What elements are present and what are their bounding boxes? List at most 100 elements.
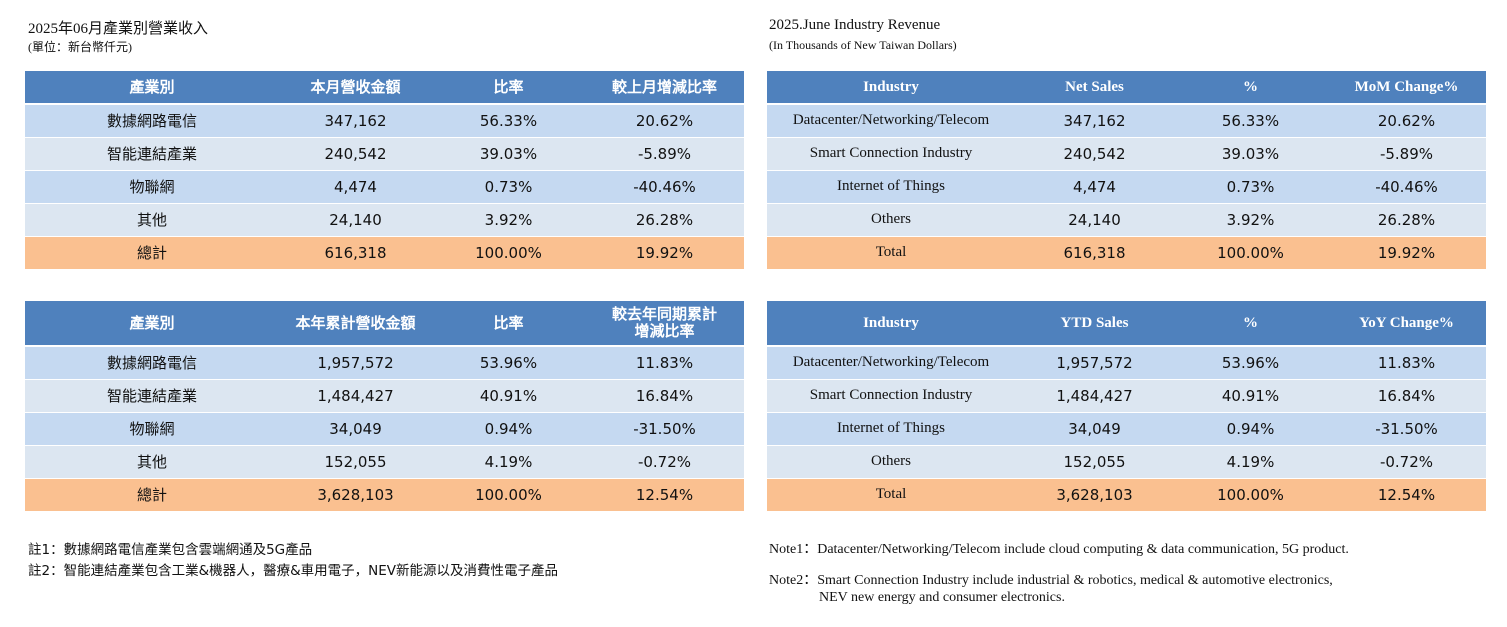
zh-ytd-table: 產業別 本年累計營收金額 比率 較去年同期累計 增減比率 數據網路電信 1,957… [25, 301, 744, 512]
en-note-2-line-2: NEV new energy and consumer electronics. [819, 590, 1065, 605]
industry-cell: 總計 [25, 236, 279, 270]
zh-monthly-table: 產業別 本月營收金額 比率 較上月增減比率 數據網路電信 347,162 56.… [25, 71, 744, 270]
sales-cell: 3,628,103 [279, 478, 432, 512]
table-row: Others 152,055 4.19% -0.72% [767, 445, 1486, 479]
ratio-cell: 3.92% [1174, 203, 1327, 237]
sales-cell: 4,474 [279, 170, 432, 204]
table-row: 物聯網 34,049 0.94% -31.50% [25, 412, 744, 446]
sales-cell: 34,049 [1015, 412, 1174, 446]
sales-cell: 347,162 [1015, 104, 1174, 138]
sales-cell: 347,162 [279, 104, 432, 138]
sales-cell: 1,957,572 [279, 346, 432, 380]
en-note-2-line-1: Note2：Smart Connection Industry include … [769, 573, 1333, 588]
change-cell: 20.62% [1327, 104, 1486, 138]
table-row: Internet of Things 34,049 0.94% -31.50% [767, 412, 1486, 446]
sales-cell: 1,484,427 [1015, 379, 1174, 413]
sales-cell: 34,049 [279, 412, 432, 446]
zh-note-1: 註1：數據網路電信產業包含雲端網通及5G產品 [28, 542, 313, 558]
total-row: 總計 616,318 100.00% 19.92% [25, 236, 744, 270]
ratio-cell: 56.33% [1174, 104, 1327, 138]
column-header-line: 較去年同期累計 [611, 305, 717, 323]
table-row: 數據網路電信 1,957,572 53.96% 11.83% [25, 346, 744, 380]
zh-ytd-header-row: 產業別 本年累計營收金額 比率 較去年同期累計 增減比率 [25, 301, 744, 347]
industry-cell: 其他 [25, 203, 279, 237]
change-cell: -0.72% [585, 445, 744, 479]
ratio-cell: 0.94% [432, 412, 585, 446]
ratio-cell: 4.19% [432, 445, 585, 479]
change-cell: 12.54% [585, 478, 744, 512]
table-row: 智能連結產業 1,484,427 40.91% 16.84% [25, 379, 744, 413]
sales-cell: 240,542 [1015, 137, 1174, 171]
table-row: Datacenter/Networking/Telecom 347,162 56… [767, 104, 1486, 138]
change-cell: -5.89% [1327, 137, 1486, 171]
table-row: 其他 24,140 3.92% 26.28% [25, 203, 744, 237]
ratio-cell: 100.00% [432, 478, 585, 512]
ratio-cell: 53.96% [432, 346, 585, 380]
ratio-cell: 39.03% [432, 137, 585, 171]
industry-cell: Smart Connection Industry [767, 137, 1015, 171]
ratio-cell: 39.03% [1174, 137, 1327, 171]
table-row: 其他 152,055 4.19% -0.72% [25, 445, 744, 479]
column-header: Net Sales [1015, 71, 1174, 105]
change-cell: -0.72% [1327, 445, 1486, 479]
industry-cell: Datacenter/Networking/Telecom [767, 346, 1015, 380]
change-cell: 11.83% [585, 346, 744, 380]
change-cell: 19.92% [585, 236, 744, 270]
industry-cell: Internet of Things [767, 412, 1015, 446]
column-header: 本年累計營收金額 [279, 301, 432, 347]
change-cell: 20.62% [585, 104, 744, 138]
en-ytd-table: Industry YTD Sales % YoY Change% Datacen… [767, 301, 1486, 512]
industry-cell: Total [767, 236, 1015, 270]
change-cell: 26.28% [1327, 203, 1486, 237]
industry-cell: Others [767, 203, 1015, 237]
column-header: 比率 [432, 301, 585, 347]
en-monthly-header-row: Industry Net Sales % MoM Change% [767, 71, 1486, 105]
column-header: MoM Change% [1327, 71, 1486, 105]
industry-cell: Total [767, 478, 1015, 512]
zh-monthly-header-row: 產業別 本月營收金額 比率 較上月增減比率 [25, 71, 744, 105]
change-cell: -31.50% [585, 412, 744, 446]
ratio-cell: 100.00% [1174, 478, 1327, 512]
total-row: 總計 3,628,103 100.00% 12.54% [25, 478, 744, 512]
ratio-cell: 3.92% [432, 203, 585, 237]
ratio-cell: 100.00% [432, 236, 585, 270]
industry-cell: 數據網路電信 [25, 104, 279, 138]
table-row: Internet of Things 4,474 0.73% -40.46% [767, 170, 1486, 204]
zh-unit-label: (單位：新台幣仟元) [28, 40, 132, 54]
en-note-1: Note1：Datacenter/Networking/Telecom incl… [769, 542, 1349, 557]
sales-cell: 1,484,427 [279, 379, 432, 413]
table-row: Smart Connection Industry 1,484,427 40.9… [767, 379, 1486, 413]
sales-cell: 152,055 [1015, 445, 1174, 479]
industry-cell: Smart Connection Industry [767, 379, 1015, 413]
ratio-cell: 53.96% [1174, 346, 1327, 380]
industry-cell: 物聯網 [25, 412, 279, 446]
industry-cell: Others [767, 445, 1015, 479]
industry-cell: 智能連結產業 [25, 379, 279, 413]
industry-cell: Datacenter/Networking/Telecom [767, 104, 1015, 138]
change-cell: -40.46% [585, 170, 744, 204]
ratio-cell: 0.94% [1174, 412, 1327, 446]
zh-report-title: 2025年06月產業別營業收入 [28, 21, 209, 37]
industry-cell: 總計 [25, 478, 279, 512]
change-cell: 16.84% [1327, 379, 1486, 413]
column-header: Industry [767, 71, 1015, 105]
change-cell: 11.83% [1327, 346, 1486, 380]
table-row: 智能連結產業 240,542 39.03% -5.89% [25, 137, 744, 171]
sales-cell: 3,628,103 [1015, 478, 1174, 512]
sales-cell: 240,542 [279, 137, 432, 171]
change-cell: 16.84% [585, 379, 744, 413]
change-cell: -5.89% [585, 137, 744, 171]
en-report-title: 2025.June Industry Revenue [769, 17, 941, 33]
table-row: 物聯網 4,474 0.73% -40.46% [25, 170, 744, 204]
sales-cell: 1,957,572 [1015, 346, 1174, 380]
ratio-cell: 100.00% [1174, 236, 1327, 270]
change-cell: -40.46% [1327, 170, 1486, 204]
en-monthly-table: Industry Net Sales % MoM Change% Datacen… [767, 71, 1486, 270]
industry-cell: 其他 [25, 445, 279, 479]
column-header: 較去年同期累計 增減比率 [585, 301, 744, 347]
en-unit-label: (In Thousands of New Taiwan Dollars) [769, 38, 957, 52]
total-row: Total 3,628,103 100.00% 12.54% [767, 478, 1486, 512]
table-row: Others 24,140 3.92% 26.28% [767, 203, 1486, 237]
column-header: 比率 [432, 71, 585, 105]
column-header-line: 增減比率 [634, 322, 695, 340]
